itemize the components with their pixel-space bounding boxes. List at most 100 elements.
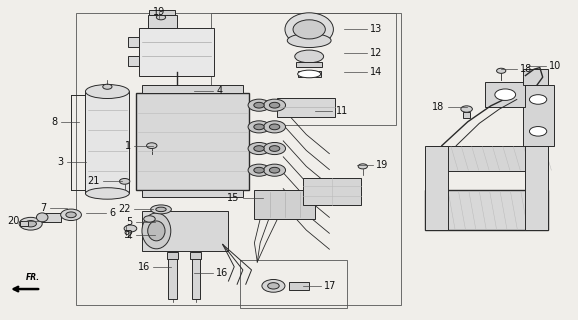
Circle shape bbox=[358, 164, 368, 169]
Circle shape bbox=[269, 167, 280, 173]
Text: 4: 4 bbox=[216, 86, 223, 97]
Ellipse shape bbox=[156, 207, 166, 212]
Circle shape bbox=[264, 142, 286, 155]
Text: 3: 3 bbox=[57, 156, 64, 167]
Text: 10: 10 bbox=[549, 61, 561, 71]
Circle shape bbox=[264, 99, 286, 111]
Circle shape bbox=[254, 102, 264, 108]
Bar bbox=[150, 10, 175, 15]
Bar bbox=[254, 190, 315, 219]
Bar bbox=[20, 221, 28, 226]
Bar bbox=[297, 61, 322, 67]
Bar bbox=[142, 85, 243, 93]
Ellipse shape bbox=[298, 70, 321, 78]
Circle shape bbox=[264, 121, 286, 133]
Bar bbox=[525, 146, 549, 230]
Bar bbox=[142, 190, 243, 197]
Circle shape bbox=[124, 225, 137, 232]
Text: 16: 16 bbox=[138, 262, 150, 272]
Text: 1: 1 bbox=[125, 141, 131, 151]
Text: 9: 9 bbox=[123, 230, 129, 240]
Text: 19: 19 bbox=[153, 7, 165, 17]
Circle shape bbox=[103, 84, 112, 89]
Bar bbox=[42, 212, 61, 222]
Bar bbox=[523, 85, 554, 146]
Circle shape bbox=[248, 99, 270, 111]
Text: 22: 22 bbox=[118, 204, 131, 214]
Ellipse shape bbox=[295, 50, 324, 63]
Text: 18: 18 bbox=[520, 64, 532, 74]
Text: 18: 18 bbox=[432, 102, 444, 112]
Text: 12: 12 bbox=[370, 48, 383, 58]
Circle shape bbox=[461, 106, 472, 112]
Bar bbox=[139, 28, 214, 76]
Bar bbox=[523, 69, 549, 85]
Ellipse shape bbox=[293, 20, 325, 39]
Bar bbox=[128, 37, 139, 47]
Bar bbox=[424, 190, 549, 230]
Bar bbox=[128, 56, 139, 66]
Bar bbox=[298, 71, 321, 77]
Bar bbox=[148, 15, 176, 28]
Bar bbox=[427, 146, 549, 171]
Text: 19: 19 bbox=[376, 160, 388, 170]
Bar bbox=[277, 98, 335, 117]
Circle shape bbox=[147, 143, 157, 148]
Ellipse shape bbox=[151, 205, 171, 214]
Ellipse shape bbox=[285, 13, 334, 46]
Circle shape bbox=[254, 146, 264, 151]
Bar bbox=[169, 252, 176, 299]
Text: 15: 15 bbox=[227, 193, 239, 203]
Circle shape bbox=[269, 102, 280, 108]
Ellipse shape bbox=[36, 213, 48, 222]
Circle shape bbox=[269, 146, 280, 151]
Text: 2: 2 bbox=[127, 230, 133, 240]
Bar bbox=[191, 252, 199, 299]
Ellipse shape bbox=[287, 34, 331, 48]
Circle shape bbox=[61, 209, 81, 220]
Text: 21: 21 bbox=[87, 176, 100, 186]
Circle shape bbox=[264, 164, 286, 176]
Ellipse shape bbox=[142, 213, 171, 249]
Circle shape bbox=[268, 283, 279, 289]
Circle shape bbox=[529, 126, 547, 136]
Bar bbox=[190, 252, 201, 260]
Circle shape bbox=[157, 15, 166, 20]
Circle shape bbox=[269, 124, 280, 130]
Circle shape bbox=[19, 217, 42, 230]
Bar bbox=[485, 82, 525, 108]
Bar bbox=[303, 178, 361, 204]
Bar bbox=[240, 260, 347, 308]
Circle shape bbox=[248, 164, 270, 176]
Ellipse shape bbox=[86, 188, 129, 199]
Bar bbox=[424, 146, 447, 230]
Text: 17: 17 bbox=[324, 281, 336, 291]
Bar bbox=[289, 282, 309, 290]
Ellipse shape bbox=[148, 221, 165, 241]
Text: 8: 8 bbox=[51, 117, 58, 127]
Bar bbox=[76, 13, 402, 305]
Bar bbox=[463, 112, 470, 118]
Circle shape bbox=[248, 142, 270, 155]
Circle shape bbox=[120, 179, 130, 184]
Circle shape bbox=[144, 216, 155, 222]
Circle shape bbox=[254, 124, 264, 130]
Bar bbox=[136, 93, 249, 190]
Circle shape bbox=[529, 95, 547, 104]
Ellipse shape bbox=[86, 84, 129, 99]
Bar bbox=[211, 13, 396, 125]
Circle shape bbox=[497, 68, 506, 73]
Text: 6: 6 bbox=[109, 208, 115, 218]
Text: FR.: FR. bbox=[25, 273, 39, 282]
Bar bbox=[142, 211, 228, 251]
Text: 5: 5 bbox=[127, 217, 133, 227]
Text: 13: 13 bbox=[370, 24, 383, 34]
Circle shape bbox=[254, 167, 264, 173]
Circle shape bbox=[25, 220, 36, 227]
Bar bbox=[167, 252, 178, 260]
Text: 11: 11 bbox=[336, 106, 348, 116]
Circle shape bbox=[262, 279, 285, 292]
Circle shape bbox=[66, 212, 76, 218]
Circle shape bbox=[248, 121, 270, 133]
Text: 20: 20 bbox=[7, 216, 19, 226]
